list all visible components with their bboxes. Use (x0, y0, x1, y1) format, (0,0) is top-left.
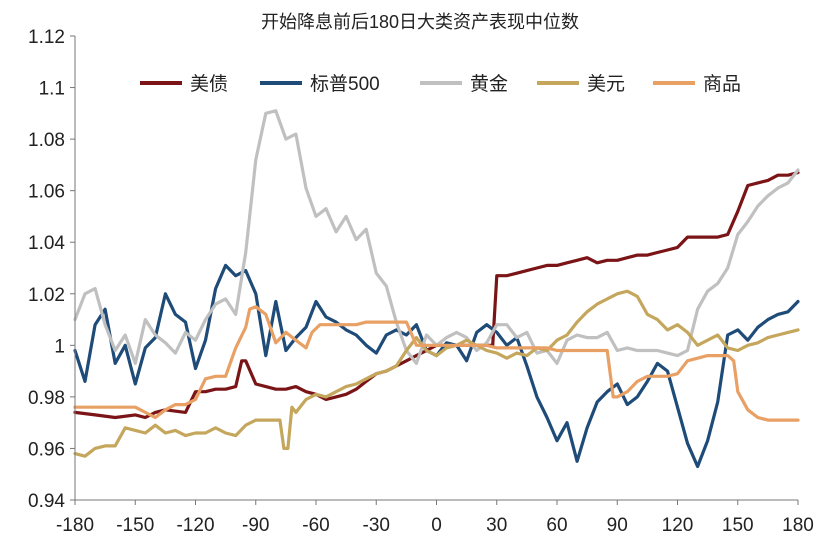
y-tick-label: 1.04 (28, 233, 65, 254)
x-tick-label: -180 (56, 515, 94, 536)
y-tick-label: 0.98 (28, 388, 65, 409)
x-tick-label: 120 (662, 515, 694, 536)
legend: 美债 标普500 黄金 美元 商品 (140, 73, 741, 95)
series-line-0 (73, 171, 800, 420)
series-line-4 (73, 305, 800, 422)
x-tick-label: -30 (363, 515, 390, 536)
legend-label-3: 美元 (587, 73, 625, 95)
chart-title: 开始降息前后180日大类资产表现中位数 (261, 12, 579, 32)
x-tick-label: 0 (431, 515, 442, 536)
axes: 0.94 0.96 0.98 1 1.02 1.04 1.06 1.08 1.1 1.12 -180… (28, 27, 814, 536)
plot-lines (73, 109, 800, 469)
x-tick-label: 30 (486, 515, 507, 536)
series-line-3 (73, 289, 800, 458)
x-tick-label: -120 (176, 515, 214, 536)
legend-label-1: 标普500 (310, 73, 380, 95)
y-tick-label: 1.1 (39, 79, 65, 100)
x-tick-label: -90 (242, 515, 269, 536)
x-tick-label: 60 (546, 515, 567, 536)
y-tick-label: 0.96 (28, 439, 65, 460)
y-tick-label: 1 (54, 336, 65, 357)
y-tick-label: 1.06 (28, 182, 65, 203)
y-tick-label: 1.08 (28, 130, 65, 151)
legend-label-0: 美债 (190, 73, 228, 95)
legend-label-4: 商品 (703, 73, 741, 95)
x-tick-label: 90 (607, 515, 628, 536)
x-tick-label: -60 (302, 515, 329, 536)
y-tick-label: 1.12 (28, 27, 65, 48)
legend-label-2: 黄金 (470, 73, 508, 95)
y-tick-label: 1.02 (28, 285, 65, 306)
x-tick-label: -150 (116, 515, 154, 536)
x-tick-label: 150 (722, 515, 754, 536)
x-tick-label: 180 (782, 515, 814, 536)
y-tick-label: 0.94 (28, 491, 65, 512)
